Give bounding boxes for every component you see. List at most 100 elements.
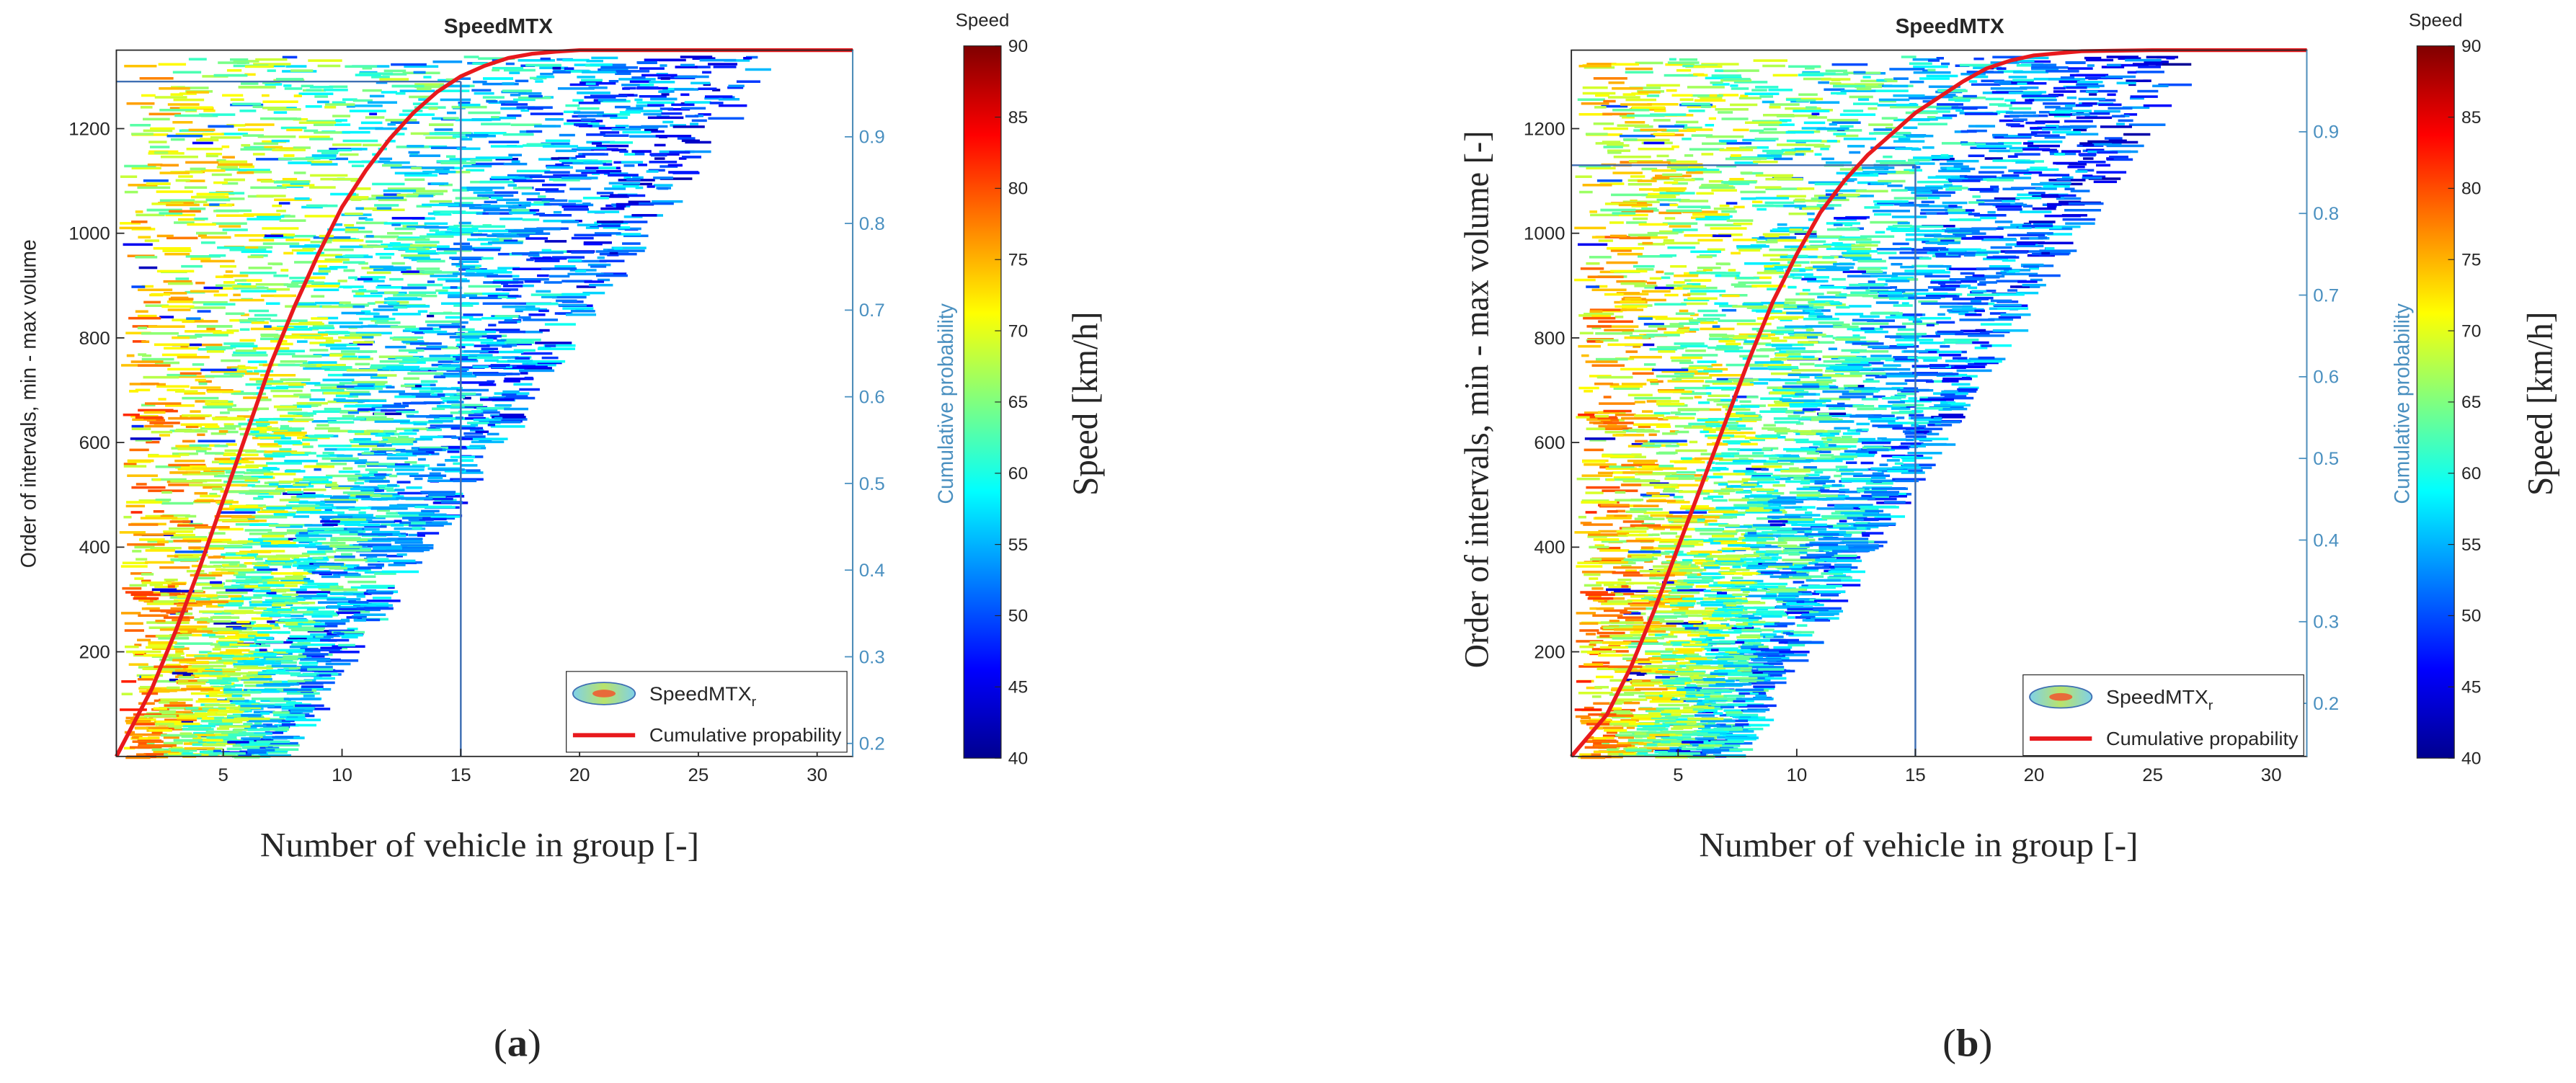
heatmap-segment <box>622 131 651 134</box>
heatmap-segment <box>143 301 161 304</box>
heatmap-segment <box>383 190 416 192</box>
heatmap-segment <box>472 226 505 228</box>
heatmap-segment <box>221 360 240 362</box>
heatmap-segment <box>365 468 393 471</box>
heatmap-segment <box>1598 472 1613 475</box>
heatmap-segment <box>394 228 415 231</box>
heatmap-segment <box>168 282 193 285</box>
heatmap-segment <box>600 66 638 69</box>
heatmap-segment <box>347 369 378 372</box>
heatmap-segment <box>267 427 278 430</box>
heatmap-segment <box>284 283 299 286</box>
heatmap-segment <box>200 260 234 263</box>
heatmap-segment <box>392 313 421 316</box>
heatmap-segment <box>164 579 178 581</box>
heatmap-segment <box>480 181 515 184</box>
heatmap-segment <box>348 411 359 414</box>
heatmap-segment <box>609 182 640 185</box>
heatmap-segment <box>365 116 385 119</box>
heatmap-segment <box>409 151 420 154</box>
heatmap-segment <box>265 455 285 458</box>
heatmap-segment <box>314 563 344 566</box>
heatmap-segment <box>468 357 502 360</box>
heatmap-segment <box>189 483 226 486</box>
heatmap-segment <box>483 77 513 80</box>
heatmap-segment <box>278 442 303 445</box>
heatmap-segment <box>274 181 309 184</box>
heatmap-segment <box>154 247 191 250</box>
heatmap-segment <box>123 414 140 416</box>
heatmap-segment <box>373 316 388 318</box>
heatmap-segment <box>238 660 275 663</box>
heatmap-segment <box>2053 90 2077 93</box>
heatmap-segment <box>389 475 397 478</box>
heatmap-segment <box>249 532 287 535</box>
heatmap-segment <box>241 82 259 85</box>
heatmap-segment <box>311 295 324 298</box>
heatmap-segment <box>369 480 390 483</box>
heatmap-segment <box>332 115 350 117</box>
heatmap-segment <box>1939 354 1961 357</box>
heatmap-segment <box>399 393 431 396</box>
heatmap-segment <box>350 601 368 604</box>
heatmap-segment <box>441 375 476 378</box>
heatmap-segment <box>249 644 257 647</box>
x-axis-label: Number of vehicle in group [-] <box>260 826 699 864</box>
heatmap-segment <box>417 260 445 263</box>
heatmap-segment <box>304 465 334 468</box>
heatmap-segment <box>471 118 500 121</box>
heatmap-segment <box>249 490 285 493</box>
heatmap-segment <box>360 554 387 557</box>
heatmap-segment <box>654 144 666 147</box>
legend: SpeedMTXr Cumulative propability <box>567 672 847 752</box>
heatmap-segment <box>310 481 332 483</box>
heatmap-segment <box>597 220 623 223</box>
heatmap-segment <box>352 164 364 167</box>
heatmap-segment <box>280 269 288 272</box>
heatmap-segment <box>399 113 435 116</box>
heatmap-segment <box>141 332 179 335</box>
heatmap-segment <box>714 66 737 68</box>
heatmap-segment <box>279 202 290 205</box>
heatmap-segment <box>375 489 384 492</box>
heatmap-segment <box>507 360 533 362</box>
heatmap-segment <box>499 351 523 354</box>
heatmap-segment <box>262 100 298 103</box>
heatmap-segment <box>1661 277 1671 280</box>
heatmap-segment <box>326 344 347 347</box>
heatmap-segment <box>1764 128 1777 131</box>
heatmap-segment <box>610 141 633 144</box>
heatmap-segment <box>205 403 233 406</box>
heatmap-segment <box>125 191 138 194</box>
heatmap-segment <box>583 197 609 200</box>
heatmap-segment <box>668 171 698 174</box>
heatmap-segment <box>590 265 606 268</box>
heatmap-segment <box>318 445 351 447</box>
heatmap-segments <box>120 55 771 759</box>
heatmap-segment <box>429 123 453 126</box>
heatmap-segment <box>244 213 280 216</box>
heatmap-segment <box>134 577 143 580</box>
heatmap-segment <box>450 456 475 459</box>
heatmap-segment <box>260 712 270 715</box>
heatmap-segment <box>166 687 179 690</box>
heatmap-segment <box>252 627 272 630</box>
heatmap-segment <box>305 215 336 218</box>
heatmap-segment <box>1913 321 1922 324</box>
heatmap-segment <box>223 342 254 345</box>
heatmap-segment <box>372 448 396 451</box>
heatmap-segment <box>129 663 148 666</box>
heatmap-segment <box>292 355 321 358</box>
heatmap-segment <box>508 153 522 156</box>
heatmap-segment <box>394 520 402 522</box>
heatmap-segment <box>574 112 604 115</box>
heatmap-segment <box>303 653 329 656</box>
heatmap-segment <box>296 303 316 306</box>
heatmap-segment <box>719 104 747 107</box>
heatmap-segment <box>203 110 215 112</box>
heatmap-segment <box>212 571 235 574</box>
heatmap-segment <box>412 429 419 432</box>
heatmap-segment <box>383 430 397 433</box>
heatmap-segment <box>254 641 284 643</box>
